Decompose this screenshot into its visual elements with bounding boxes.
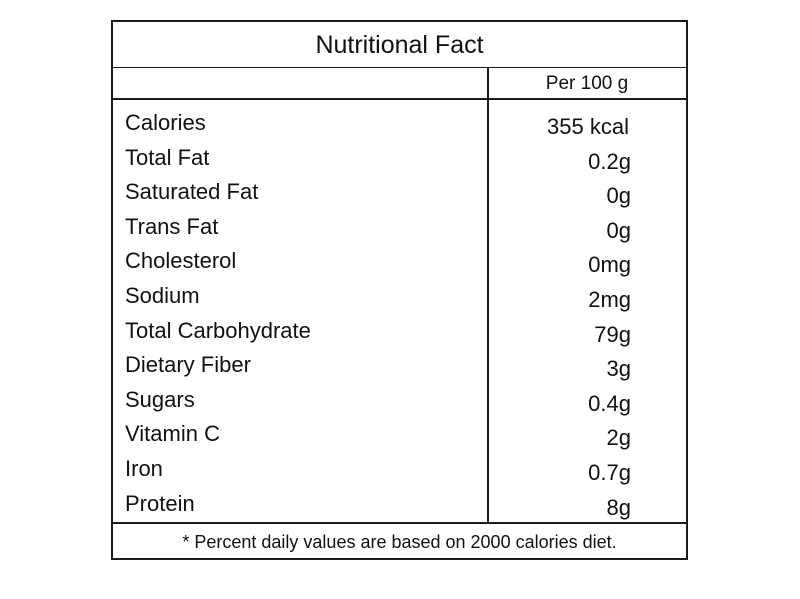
column-header-row: Per 100 g	[113, 68, 686, 100]
nutrient-row: Saturated Fat 0g	[113, 175, 686, 210]
nutrient-amount: 3g	[606, 356, 631, 382]
nutrient-row: Sugars 0.4g	[113, 383, 686, 418]
nutrient-list: Calories 355 kcal Total Fat 0.2g Saturat…	[113, 106, 686, 521]
nutrient-row: Protein 8g	[113, 487, 686, 522]
nutrient-row: Iron 0.7g	[113, 452, 686, 487]
nutrient-amount: 0g	[606, 217, 631, 243]
nutrient-amount: 355 kcal	[547, 114, 629, 139]
nutrition-facts-panel: Nutritional Fact Per 100 g Calories 355 …	[111, 20, 688, 560]
nutrient-name: Cholesterol	[125, 248, 237, 274]
nutrient-name: Protein	[125, 490, 195, 516]
per-100g-header: Per 100 g	[545, 73, 629, 94]
nutrient-amount: 79g	[594, 321, 631, 347]
panel-title: Nutritional Fact	[113, 22, 686, 68]
nutrient-name: Total Fat	[125, 144, 210, 170]
nutrient-row: Total Carbohydrate 79g	[113, 314, 686, 349]
nutrient-row: Cholesterol 0mg	[113, 244, 686, 279]
nutrient-name: Saturated Fat	[125, 179, 259, 205]
nutrient-amount: 0.2g	[588, 148, 631, 174]
nutrient-row: Vitamin C 2g	[113, 417, 686, 452]
nutrient-amount: 0.4g	[588, 390, 631, 416]
nutrient-amount: 8g	[606, 494, 631, 520]
nutrient-name: Sugars	[125, 386, 195, 412]
nutrient-name: Total Carbohydrate	[125, 317, 311, 343]
nutrient-row: Trans Fat 0g	[113, 210, 686, 245]
nutrient-amount: 0mg	[588, 252, 631, 278]
nutrient-amount: 0.7g	[588, 459, 631, 485]
nutrient-name: Vitamin C	[125, 421, 220, 447]
nutrient-name: Trans Fat	[125, 213, 219, 239]
nutrient-amount: 0g	[606, 183, 631, 209]
nutrient-amount: 2g	[606, 425, 631, 451]
nutrient-row: Calories 355 kcal	[113, 106, 686, 141]
column-divider	[487, 68, 489, 524]
nutrient-name: Dietary Fiber	[125, 352, 251, 378]
daily-value-footnote: * Percent daily values are based on 2000…	[182, 532, 617, 552]
nutrient-name: Sodium	[125, 282, 200, 308]
nutrient-row: Sodium 2mg	[113, 279, 686, 314]
footer-divider	[113, 522, 686, 524]
nutrient-name: Calories	[125, 110, 206, 135]
nutrient-row: Dietary Fiber 3g	[113, 348, 686, 383]
nutrient-name: Iron	[125, 455, 163, 481]
nutrient-amount: 2mg	[588, 286, 631, 312]
nutrient-row: Total Fat 0.2g	[113, 141, 686, 176]
